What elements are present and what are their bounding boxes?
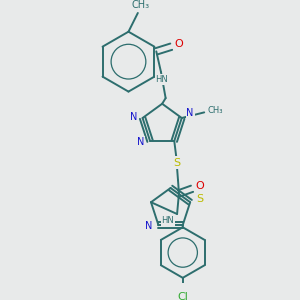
- Text: S: S: [196, 194, 203, 204]
- Text: CH₃: CH₃: [132, 1, 150, 10]
- Text: O: O: [195, 181, 204, 191]
- Text: HN: HN: [161, 216, 174, 225]
- Text: HN: HN: [155, 75, 168, 84]
- Text: N: N: [130, 112, 137, 122]
- Text: O: O: [174, 39, 183, 49]
- Text: N: N: [146, 221, 153, 231]
- Text: S: S: [173, 158, 181, 167]
- Text: N: N: [187, 108, 194, 118]
- Text: CH₃: CH₃: [208, 106, 223, 115]
- Text: Cl: Cl: [177, 292, 188, 300]
- Text: N: N: [137, 137, 144, 147]
